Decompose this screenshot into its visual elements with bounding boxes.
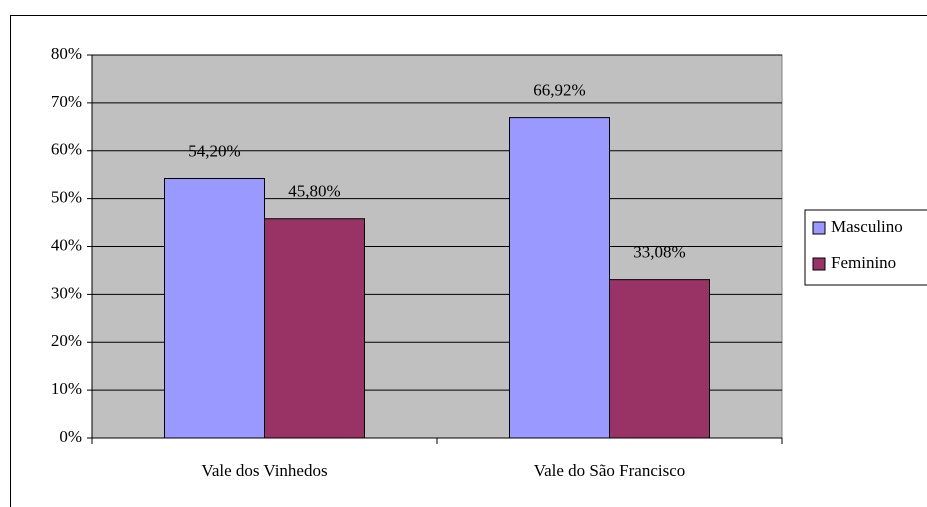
bar bbox=[509, 117, 610, 439]
y-tick-label: 60% bbox=[51, 140, 82, 159]
legend-swatch bbox=[812, 257, 826, 271]
y-tick-label: 40% bbox=[51, 235, 82, 254]
legend-label: Masculino bbox=[831, 217, 903, 236]
y-tick-label: 20% bbox=[51, 331, 82, 350]
value-label: 45,80% bbox=[288, 182, 340, 201]
y-tick-label: 70% bbox=[51, 92, 82, 111]
bar bbox=[609, 279, 710, 439]
bar bbox=[164, 178, 265, 439]
y-tick-label: 80% bbox=[51, 44, 82, 63]
x-tick-label: Vale dos Vinhedos bbox=[201, 461, 327, 480]
value-label: 66,92% bbox=[533, 81, 585, 100]
bar bbox=[264, 218, 365, 439]
y-tick-label: 10% bbox=[51, 379, 82, 398]
legend-swatch bbox=[812, 221, 826, 235]
legend-label: Feminino bbox=[831, 253, 896, 272]
y-tick-label: 50% bbox=[51, 188, 82, 207]
x-tick-label: Vale do São Francisco bbox=[534, 461, 686, 480]
y-tick-label: 0% bbox=[59, 427, 82, 446]
y-tick-label: 30% bbox=[51, 283, 82, 302]
value-label: 54,20% bbox=[188, 141, 240, 160]
value-label: 33,08% bbox=[633, 243, 685, 262]
